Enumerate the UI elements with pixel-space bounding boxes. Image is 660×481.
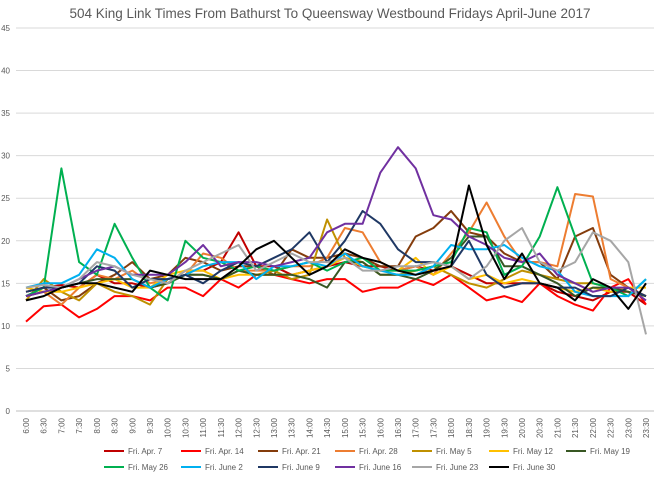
x-tick-label: 17:00: [412, 417, 421, 438]
x-tick-label: 15:30: [359, 417, 368, 438]
legend-label: Fri. June 16: [359, 463, 402, 472]
x-tick-label: 19:30: [500, 417, 509, 438]
x-tick-label: 18:00: [447, 417, 456, 438]
legend-label: Fri. June 23: [436, 463, 479, 472]
x-tick-label: 22:00: [589, 417, 598, 438]
x-tick-label: 21:30: [571, 417, 580, 438]
x-tick-label: 9:00: [128, 417, 137, 433]
legend-label: Fri. Apr. 14: [205, 447, 244, 456]
legend-label: Fri. June 9: [282, 463, 320, 472]
y-tick-label: 15: [1, 279, 10, 288]
x-tick-label: 8:30: [111, 417, 120, 433]
legend-label: Fri. May 12: [513, 447, 554, 456]
x-tick-label: 18:30: [465, 417, 474, 438]
x-tick-label: 23:00: [624, 417, 633, 438]
x-tick-label: 21:00: [553, 417, 562, 438]
series-line-7: [25, 235, 647, 298]
x-tick-label: 20:00: [518, 417, 527, 438]
chart-title: 504 King Link Times From Bathurst To Que…: [69, 6, 590, 21]
legend-label: Fri. May 26: [128, 463, 169, 472]
gridlines: [16, 27, 654, 412]
x-tick-label: 13:30: [288, 417, 297, 438]
x-tick-label: 7:00: [57, 417, 66, 433]
x-tick-label: 17:30: [429, 417, 438, 438]
x-tick-label: 12:30: [252, 417, 261, 438]
x-tick-label: 13:00: [270, 417, 279, 438]
x-tick-label: 6:30: [40, 417, 49, 433]
y-tick-label: 25: [1, 194, 10, 203]
x-tick-label: 8:00: [93, 417, 102, 433]
y-tick-label: 10: [1, 322, 10, 331]
x-tick-label: 23:30: [642, 417, 651, 438]
x-tick-label: 11:30: [217, 417, 226, 437]
x-tick-label: 16:00: [376, 417, 385, 438]
y-tick-label: 40: [1, 67, 10, 76]
y-tick-label: 45: [1, 24, 10, 33]
series-line-12: [25, 227, 647, 335]
y-tick-label: 20: [1, 237, 10, 246]
series-line-3: [25, 210, 647, 302]
legend-label: Fri. Apr. 21: [282, 447, 321, 456]
legend: Fri. Apr. 7 Fri. Apr. 14 Fri. Apr. 21 Fri. …: [104, 447, 631, 472]
legend-label: Fri. May 5: [436, 447, 472, 456]
x-tick-label: 19:00: [483, 417, 492, 438]
y-axis-ticks: 0 5 10 15 20 25 30 35 40 45: [1, 24, 10, 416]
x-tick-label: 16:30: [394, 417, 403, 438]
x-tick-label: 10:00: [164, 417, 173, 438]
legend-label: Fri. June 2: [205, 463, 243, 472]
y-tick-label: 0: [6, 407, 11, 416]
x-axis-ticks: 6:00 6:30 7:00 7:30 8:00 8:30 9:00 9:30 10:00 10:…: [22, 417, 651, 438]
series-line-8: [25, 167, 647, 302]
legend-label: Fri. Apr. 28: [359, 447, 398, 456]
legend-label: Fri. May 19: [590, 447, 631, 456]
y-tick-label: 30: [1, 152, 10, 161]
x-tick-label: 20:30: [536, 417, 545, 438]
x-tick-label: 7:30: [75, 417, 84, 433]
x-tick-label: 14:00: [305, 417, 314, 438]
x-tick-label: 12:00: [235, 417, 244, 438]
series-line-13: [25, 184, 647, 310]
series-lines: [25, 146, 647, 335]
x-tick-label: 9:30: [146, 417, 155, 433]
y-tick-label: 35: [1, 109, 10, 118]
x-tick-label: 15:00: [341, 417, 350, 438]
x-tick-label: 10:30: [181, 417, 190, 438]
legend-label: Fri. June 30: [513, 463, 556, 472]
legend-label: Fri. Apr. 7: [128, 447, 163, 456]
x-tick-label: 22:30: [607, 417, 616, 438]
x-tick-label: 11:00: [199, 417, 208, 437]
y-tick-label: 5: [6, 364, 11, 373]
x-tick-label: 6:00: [22, 417, 31, 433]
x-tick-label: 14:30: [323, 417, 332, 438]
